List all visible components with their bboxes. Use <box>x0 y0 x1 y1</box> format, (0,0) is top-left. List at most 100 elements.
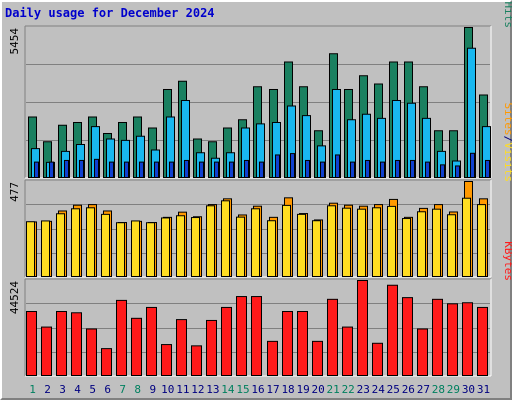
day-label-6: 6 <box>104 383 111 396</box>
visits-bar-day-31 <box>477 204 486 277</box>
visits-bar-day-6 <box>101 213 110 277</box>
day-label-24: 24 <box>372 383 386 396</box>
day-label-2: 2 <box>44 383 51 396</box>
pages-bar-day-7 <box>124 161 129 179</box>
visits-bar-day-5 <box>86 207 95 277</box>
visits-bar-day-11 <box>176 215 185 278</box>
day-label-3: 3 <box>59 383 66 396</box>
pages-bar-day-30 <box>470 152 475 178</box>
y-max-label-hits: 5454 <box>8 28 21 55</box>
day-label-4: 4 <box>74 383 81 396</box>
kbytes-bar-day-8 <box>131 317 142 376</box>
kbytes-bar-day-25 <box>387 284 398 376</box>
visits-bar-day-18 <box>282 204 291 277</box>
kbytes-bar-day-6 <box>101 348 112 377</box>
kbytes-bar-day-15 <box>236 296 247 376</box>
kbytes-bar-day-18 <box>282 310 293 377</box>
day-label-30: 30 <box>462 383 475 396</box>
kbytes-bar-day-20 <box>312 340 323 377</box>
pages-bar-day-19 <box>305 159 310 178</box>
pages-bar-day-11 <box>184 159 189 178</box>
visits-bar-day-3 <box>56 213 65 277</box>
visits-bar-day-24 <box>372 207 381 277</box>
visits-bar-day-16 <box>251 208 260 277</box>
pages-bar-day-2 <box>49 161 54 179</box>
kbytes-bar-day-28 <box>432 298 443 377</box>
day-label-26: 26 <box>402 383 415 396</box>
pages-bar-day-20 <box>320 161 325 179</box>
day-label-10: 10 <box>161 383 174 396</box>
pages-bar-day-5 <box>94 158 99 179</box>
kbytes-bar-day-14 <box>221 306 232 376</box>
pages-bar-day-27 <box>425 161 430 179</box>
pages-bar-day-1 <box>34 161 39 179</box>
day-label-16: 16 <box>251 383 264 396</box>
kbytes-bar-day-27 <box>417 328 428 376</box>
kbytes-bar-day-24 <box>372 342 383 377</box>
day-label-19: 19 <box>296 383 309 396</box>
day-label-21: 21 <box>327 383 340 396</box>
day-label-7: 7 <box>119 383 126 396</box>
legend-kbytes: KBytes <box>502 241 512 281</box>
visits-bar-day-12 <box>191 217 200 277</box>
pages-bar-day-16 <box>259 161 264 179</box>
pages-bar-day-18 <box>290 153 295 178</box>
pages-bar-day-23 <box>365 159 370 178</box>
pages-bar-day-28 <box>440 164 445 179</box>
legend-entry-visits-sites-1: / <box>502 136 512 143</box>
kbytes-bar-day-5 <box>86 328 97 376</box>
kbytes-bar-day-10 <box>161 344 172 376</box>
day-label-23: 23 <box>357 383 370 396</box>
kbytes-bar-day-7 <box>116 299 127 376</box>
kbytes-bar-day-3 <box>56 310 67 377</box>
day-label-5: 5 <box>89 383 96 396</box>
day-label-18: 18 <box>281 383 294 396</box>
pages-bar-day-4 <box>79 159 84 178</box>
kbytes-bar-day-13 <box>206 319 217 377</box>
pages-bar-day-25 <box>395 159 400 178</box>
visits-bar-day-15 <box>236 216 245 278</box>
kbytes-bar-day-31 <box>477 306 488 376</box>
day-label-15: 15 <box>236 383 249 396</box>
day-label-25: 25 <box>387 383 400 396</box>
visits-bar-day-27 <box>417 211 426 277</box>
y-max-label-kbytes: 44524 <box>8 281 21 314</box>
day-label-22: 22 <box>342 383 355 396</box>
kbytes-bar-day-17 <box>267 340 278 377</box>
visits-bar-day-9 <box>146 222 155 277</box>
day-label-28: 28 <box>432 383 445 396</box>
visits-bar-day-8 <box>131 220 140 277</box>
chart-title: Daily usage for December 2024 <box>5 6 215 20</box>
visits-bar-day-21 <box>327 205 336 278</box>
visits-bar-day-23 <box>357 208 366 277</box>
visits-bar-day-7 <box>116 222 125 277</box>
day-label-29: 29 <box>447 383 460 396</box>
pages-bar-day-10 <box>169 161 174 179</box>
day-label-12: 12 <box>191 383 204 396</box>
pages-bar-day-17 <box>275 154 280 178</box>
legend-hits-files-pages: Pages/Files/Hits <box>502 0 512 28</box>
pages-bar-day-8 <box>139 161 144 179</box>
day-label-9: 9 <box>149 383 156 396</box>
legend-entry-hits-files-pages-4: Hits <box>502 2 512 29</box>
visits-bar-day-1 <box>26 221 35 277</box>
y-max-label-sites: 477 <box>8 182 21 202</box>
kbytes-bar-day-2 <box>41 326 52 377</box>
pages-bar-day-3 <box>64 159 69 178</box>
pages-bar-day-12 <box>199 161 204 179</box>
kbytes-bar-day-9 <box>146 306 157 376</box>
visits-bar-day-10 <box>161 217 170 277</box>
kbytes-bar-day-29 <box>447 303 458 376</box>
day-label-20: 20 <box>312 383 325 396</box>
pages-bar-day-29 <box>455 165 460 178</box>
visits-bar-day-28 <box>432 208 441 277</box>
kbytes-bar-day-26 <box>402 297 413 377</box>
kbytes-bar-day-21 <box>327 298 338 377</box>
visits-bar-day-19 <box>297 213 306 277</box>
legend-entry-hits-files-pages-3: / <box>502 0 512 2</box>
visits-bar-day-29 <box>447 214 456 278</box>
day-label-27: 27 <box>417 383 430 396</box>
pages-bar-day-31 <box>485 159 490 178</box>
pages-bar-day-24 <box>380 161 385 179</box>
